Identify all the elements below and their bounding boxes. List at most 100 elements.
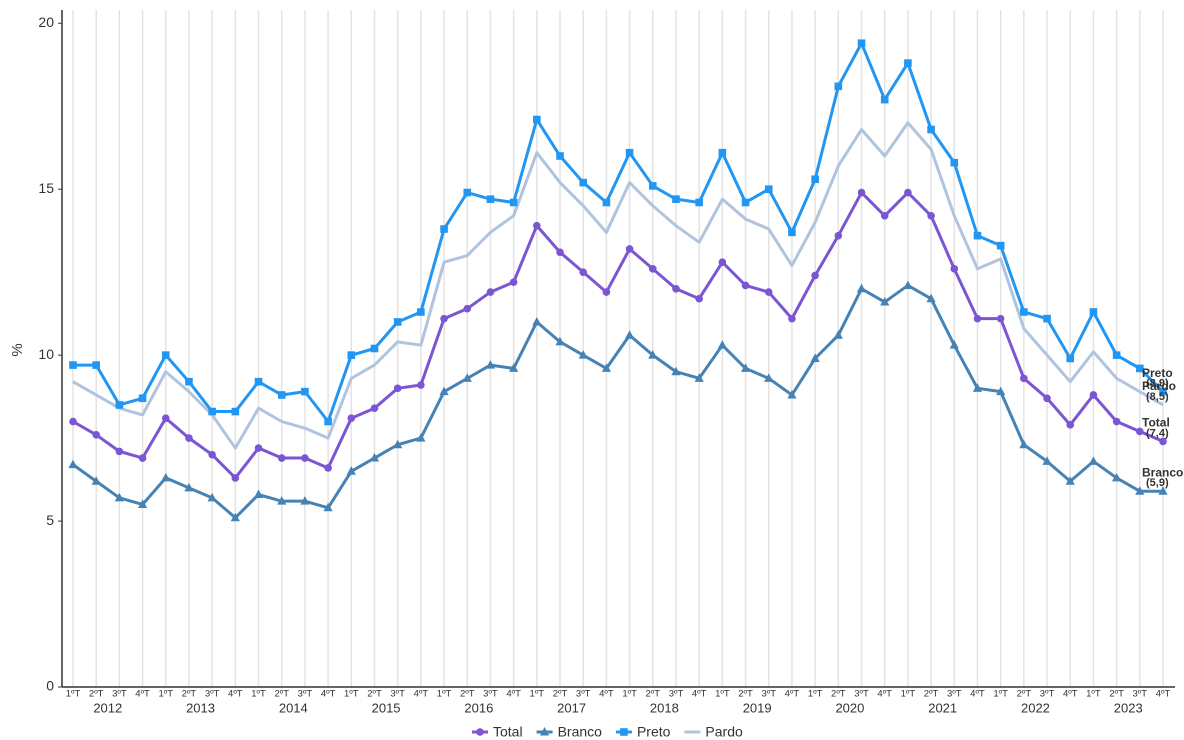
point xyxy=(648,265,657,273)
point xyxy=(347,414,356,422)
point xyxy=(439,386,449,396)
point xyxy=(811,175,819,184)
point xyxy=(1135,486,1145,495)
point xyxy=(1136,427,1144,436)
point xyxy=(578,350,588,359)
point xyxy=(717,340,727,349)
point xyxy=(764,373,774,382)
x-tick-label: 4ºT xyxy=(877,689,892,700)
point xyxy=(463,188,472,197)
point xyxy=(996,386,1006,396)
point xyxy=(695,198,703,207)
year-label: 2018 xyxy=(650,700,679,715)
point xyxy=(1159,387,1167,396)
point xyxy=(277,496,287,505)
point xyxy=(92,430,100,439)
point xyxy=(856,283,867,293)
point xyxy=(1158,486,1168,495)
year-label: 2013 xyxy=(186,700,215,715)
x-tick-label: 3ºT xyxy=(761,689,776,700)
x-tick-label: 2ºT xyxy=(182,689,197,700)
point xyxy=(949,340,959,349)
point xyxy=(1089,391,1098,399)
x-tick-label: 3ºT xyxy=(947,689,962,700)
x-tick-label: 1ºT xyxy=(808,689,823,700)
point xyxy=(277,391,286,399)
point xyxy=(1042,456,1052,465)
point xyxy=(347,351,356,359)
x-tick-label: 2ºT xyxy=(738,689,753,700)
point xyxy=(648,182,657,190)
point xyxy=(462,373,472,382)
legend-marker xyxy=(620,728,628,736)
point xyxy=(1043,314,1051,323)
point xyxy=(556,152,564,160)
x-tick-label: 4ºT xyxy=(970,689,985,700)
point xyxy=(417,381,425,389)
point xyxy=(1112,472,1122,482)
point xyxy=(602,198,611,207)
point xyxy=(115,401,124,409)
point xyxy=(810,353,820,362)
point xyxy=(1088,456,1099,465)
point xyxy=(370,344,379,353)
year-label: 2019 xyxy=(743,700,772,715)
point xyxy=(440,225,448,233)
legend-label: Total xyxy=(493,724,523,740)
point xyxy=(927,125,935,134)
point xyxy=(857,188,866,197)
x-tick-label: 4ºT xyxy=(1063,689,1078,700)
point xyxy=(788,228,796,237)
point xyxy=(556,248,564,257)
point xyxy=(625,245,634,253)
point xyxy=(903,280,913,289)
point xyxy=(1112,417,1121,426)
x-tick-label: 3ºT xyxy=(298,689,313,700)
point xyxy=(579,268,588,276)
x-tick-label: 4ºT xyxy=(321,689,336,700)
x-tick-label: 2ºT xyxy=(646,689,661,700)
point xyxy=(880,95,889,104)
point xyxy=(91,476,101,485)
point xyxy=(764,288,773,296)
x-tick-label: 3ºT xyxy=(390,689,405,700)
x-tick-label: 3ºT xyxy=(483,689,498,700)
y-axis-label: % xyxy=(9,343,26,356)
x-tick-label: 2ºT xyxy=(460,689,475,700)
point xyxy=(324,464,332,472)
legend-marker xyxy=(539,727,550,736)
point xyxy=(185,434,193,442)
x-tick-label: 1ºT xyxy=(622,689,637,700)
point xyxy=(973,314,982,323)
point xyxy=(880,211,889,220)
x-tick-label: 3ºT xyxy=(854,689,869,700)
point xyxy=(601,363,612,372)
legend-marker xyxy=(476,728,484,736)
point xyxy=(486,195,495,203)
point xyxy=(92,361,100,369)
point xyxy=(880,297,890,306)
point xyxy=(532,316,542,326)
x-tick-label: 4ºT xyxy=(785,689,800,700)
point xyxy=(417,308,425,316)
point xyxy=(1065,476,1075,485)
point xyxy=(323,502,333,512)
point xyxy=(927,211,935,220)
x-tick-label: 1ºT xyxy=(993,689,1008,700)
point xyxy=(602,288,611,296)
point xyxy=(393,318,402,326)
point xyxy=(787,389,797,399)
x-tick-label: 3ºT xyxy=(1040,689,1055,700)
point xyxy=(346,466,356,475)
series-line xyxy=(72,121,1164,450)
x-tick-label: 1ºT xyxy=(437,689,452,700)
point xyxy=(301,454,309,462)
year-label: 2023 xyxy=(1114,700,1143,715)
x-tick-label: 1ºT xyxy=(1086,689,1101,700)
point xyxy=(137,499,148,508)
point xyxy=(740,363,751,372)
point xyxy=(996,314,1005,323)
point xyxy=(1020,374,1028,383)
series-line xyxy=(73,41,1165,424)
